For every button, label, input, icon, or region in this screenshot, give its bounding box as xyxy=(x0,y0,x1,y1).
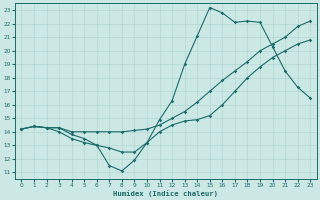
X-axis label: Humidex (Indice chaleur): Humidex (Indice chaleur) xyxy=(113,190,218,197)
